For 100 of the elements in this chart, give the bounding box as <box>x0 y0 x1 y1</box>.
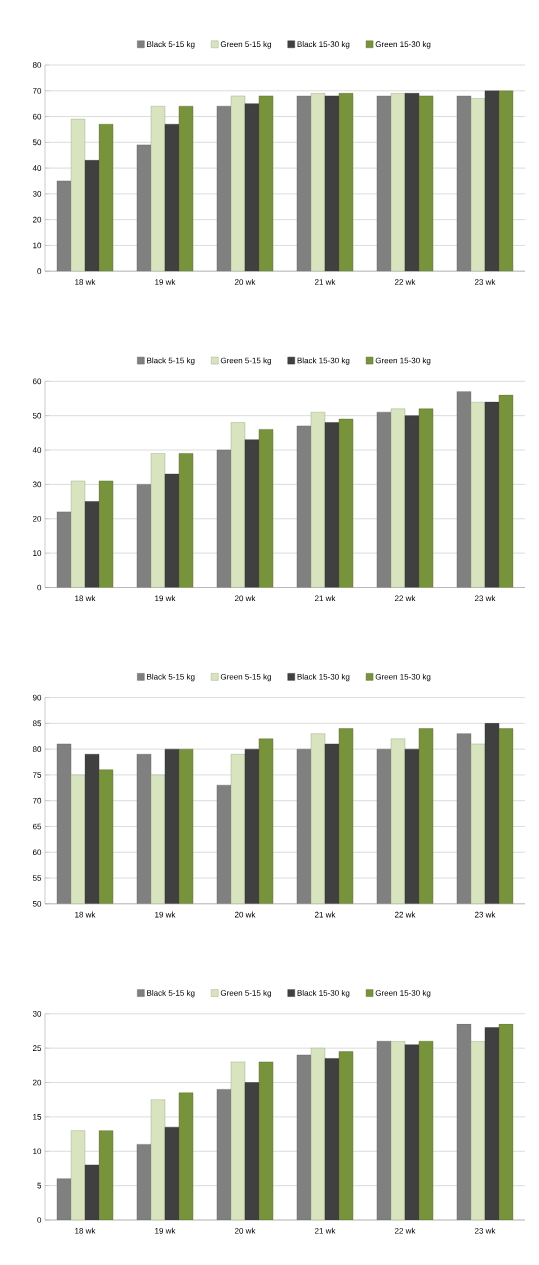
x-tick-label: 23 wk <box>474 595 496 602</box>
x-tick-label: 18 wk <box>75 911 96 918</box>
y-tick-label: 20 <box>32 515 42 522</box>
x-tick-label: 18 wk <box>75 1227 96 1234</box>
bar <box>404 1044 420 1220</box>
bar <box>258 95 274 272</box>
bar <box>470 1041 486 1220</box>
y-tick-label: 25 <box>32 1045 42 1051</box>
bar <box>484 401 500 588</box>
y-tick-label: 60 <box>32 113 42 120</box>
bar <box>324 422 340 588</box>
bar <box>178 453 194 588</box>
bar <box>376 95 392 272</box>
bar <box>136 144 152 272</box>
legend-label: Black 5-15 kg <box>147 989 195 998</box>
bar <box>310 1047 326 1220</box>
bar <box>498 1023 514 1220</box>
y-tick-label: 50 <box>32 412 42 419</box>
bar <box>258 429 274 588</box>
legend-label: Green 15-30 kg <box>375 673 431 682</box>
y-tick-label: 75 <box>32 772 42 778</box>
x-tick-label: 23 wk <box>474 911 496 918</box>
bar <box>418 1041 434 1220</box>
bar <box>150 1099 166 1220</box>
x-tick-label: 23 wk <box>474 278 496 285</box>
bar <box>470 98 486 272</box>
bar <box>178 1092 194 1220</box>
y-tick-label: 15 <box>33 1114 42 1120</box>
bar <box>498 394 514 588</box>
bar <box>230 1061 246 1220</box>
bar <box>484 1027 500 1220</box>
bar <box>324 95 340 272</box>
bar <box>98 480 114 588</box>
y-tick-label: 50 <box>32 139 42 146</box>
bar <box>418 408 434 588</box>
x-tick-label: 19 wk <box>155 595 176 602</box>
bar <box>324 1058 340 1220</box>
y-tick-label: 80 <box>32 62 42 68</box>
x-tick-label: 20 wk <box>234 595 256 602</box>
bar <box>84 501 100 588</box>
legend-label: Black 15-30 kg <box>297 989 350 998</box>
bar <box>338 93 354 272</box>
legend-label: Black 5-15 kg <box>147 357 195 365</box>
bar <box>310 412 326 588</box>
bar <box>164 473 180 588</box>
y-tick-label: 0 <box>37 584 42 591</box>
y-tick-label: 20 <box>32 216 42 223</box>
bar <box>390 93 406 272</box>
y-tick-label: 60 <box>32 849 42 856</box>
legend-label: Green 15-30 kg <box>375 989 431 998</box>
y-tick-label: 85 <box>32 720 42 727</box>
bar <box>244 1082 260 1220</box>
x-tick-label: 19 wk <box>155 278 176 285</box>
x-tick-label: 21 wk <box>314 911 336 918</box>
y-tick-label: 40 <box>32 447 42 453</box>
y-tick-label: 0 <box>37 1217 42 1223</box>
bar <box>230 95 246 272</box>
x-tick-label: 18 wk <box>75 595 96 602</box>
x-tick-label: 22 wk <box>394 1227 416 1234</box>
legend-label: Green 5-15 kg <box>220 989 272 998</box>
y-tick-label: 0 <box>37 268 42 275</box>
y-tick-label: 30 <box>32 191 42 197</box>
x-tick-label: 22 wk <box>394 595 416 602</box>
bar <box>498 90 514 272</box>
bar <box>98 1130 114 1220</box>
x-tick-label: 21 wk <box>314 595 336 602</box>
bar <box>70 480 86 588</box>
x-tick-label: 23 wk <box>474 1227 496 1234</box>
legend-label: Black 5-15 kg <box>147 41 195 49</box>
legend-label: Green 5-15 kg <box>220 41 272 49</box>
y-tick-label: 30 <box>32 481 42 488</box>
bar <box>390 408 406 588</box>
bar <box>98 124 114 272</box>
legend-label: Black 5-15 kg <box>147 673 195 682</box>
bar <box>456 95 472 272</box>
bar <box>84 1164 100 1220</box>
legend-label: Black 15-30 kg <box>297 673 350 682</box>
x-tick-label: 21 wk <box>314 278 336 285</box>
legend-label: Green 15-30 kg <box>375 41 431 49</box>
x-tick-label: 19 wk <box>155 1227 176 1234</box>
bar <box>338 418 354 588</box>
bar <box>244 103 260 272</box>
bar <box>70 1130 86 1220</box>
y-tick-label: 55 <box>32 875 42 881</box>
bar <box>484 90 500 272</box>
legend-label: Black 15-30 kg <box>297 41 350 49</box>
bar <box>338 1051 354 1220</box>
bar <box>150 106 166 272</box>
bar <box>84 160 100 272</box>
legend-label: Green 15-30 kg <box>375 357 431 365</box>
bar <box>56 180 72 272</box>
y-tick-label: 70 <box>32 87 42 94</box>
y-tick-label: 10 <box>33 550 42 556</box>
y-tick-label: 50 <box>32 900 42 907</box>
bar <box>164 124 180 272</box>
legend-label: Black 15-30 kg <box>297 357 350 365</box>
bar <box>296 95 312 272</box>
bar <box>390 1041 406 1220</box>
y-tick-label: 80 <box>32 746 42 752</box>
bar <box>230 422 246 588</box>
